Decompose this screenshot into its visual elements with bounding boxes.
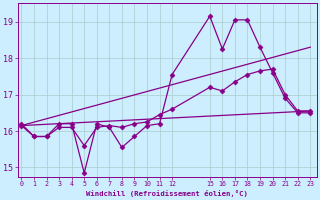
X-axis label: Windchill (Refroidissement éolien,°C): Windchill (Refroidissement éolien,°C) xyxy=(86,190,248,197)
